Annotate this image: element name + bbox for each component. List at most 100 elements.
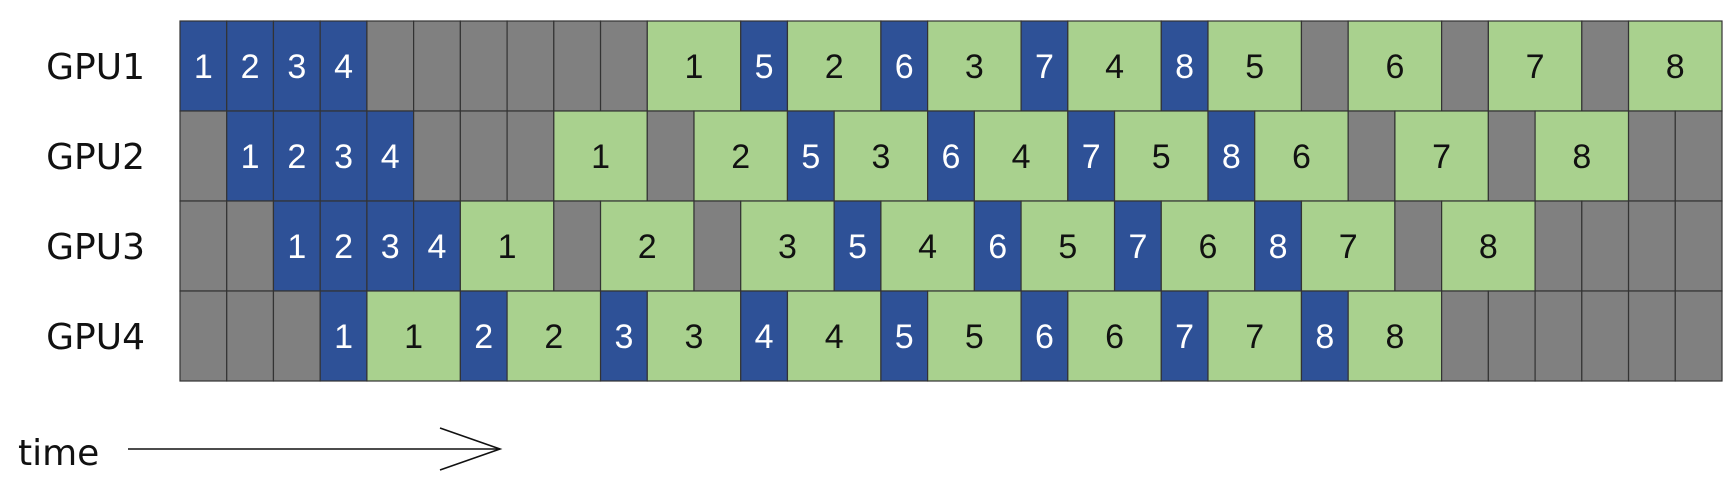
cell-rect	[740, 20, 789, 112]
idle-cell	[553, 200, 602, 292]
cell-rect	[226, 200, 275, 292]
idle-cell	[1487, 110, 1536, 202]
idle-cell	[1581, 200, 1630, 292]
backward-cell: 5	[1020, 200, 1116, 292]
gpu-label: GPU2	[46, 137, 145, 178]
microbatch-number: 1	[334, 318, 353, 356]
cell-rect	[179, 20, 228, 112]
forward-cell: 1	[319, 290, 368, 382]
backward-cell: 8	[1627, 20, 1723, 112]
cell-rect	[1581, 290, 1630, 382]
microbatch-number: 4	[381, 138, 400, 176]
schedule-grid: 1 2 3 4 1 5 2 6 3 7 4 8 5 6 7 81 2 3 4 1 2 5 3 6 4 7 5 8 6 7 81 2 3 4 1 2 3 5…	[179, 20, 1723, 382]
microbatch-number: 2	[334, 228, 353, 266]
microbatch-number: 3	[778, 228, 797, 266]
cell-rect	[1394, 200, 1443, 292]
cell-rect	[1020, 20, 1069, 112]
cell-rect	[1347, 20, 1443, 112]
backward-cell: 4	[880, 200, 975, 292]
microbatch-number: 3	[614, 318, 633, 356]
cell-rect	[1674, 290, 1723, 382]
idle-cell	[1534, 290, 1583, 382]
idle-cell	[1441, 20, 1489, 112]
microbatch-number: 4	[428, 228, 447, 266]
microbatch-number: 4	[825, 318, 844, 356]
cell-rect	[1627, 200, 1676, 292]
cell-rect	[413, 110, 461, 202]
microbatch-number: 5	[895, 318, 914, 356]
microbatch-number: 4	[1105, 48, 1124, 86]
forward-cell: 7	[1160, 290, 1209, 382]
gpu-label: GPU4	[46, 317, 145, 358]
cell-rect	[226, 110, 275, 202]
forward-cell: 7	[1020, 20, 1069, 112]
microbatch-number: 3	[287, 48, 306, 86]
idle-cell	[366, 20, 415, 112]
cell-rect	[1207, 110, 1256, 202]
forward-cell: 4	[740, 290, 789, 382]
forward-cell: 2	[459, 290, 508, 382]
cell-rect	[1020, 200, 1116, 292]
cell-rect	[740, 290, 789, 382]
microbatch-number: 2	[241, 48, 260, 86]
cell-rect	[1627, 20, 1723, 112]
forward-cell: 3	[319, 110, 368, 202]
idle-cell	[1627, 290, 1676, 382]
microbatch-number: 7	[1339, 228, 1358, 266]
idle-cell	[413, 110, 461, 202]
cell-rect	[553, 110, 648, 202]
microbatch-number: 5	[848, 228, 867, 266]
microbatch-number: 6	[1035, 318, 1054, 356]
microbatch-number: 8	[1479, 228, 1498, 266]
cell-rect	[1160, 20, 1209, 112]
gpu-label: GPU3	[46, 227, 145, 268]
forward-cell: 7	[1067, 110, 1116, 202]
microbatch-number: 7	[1245, 318, 1264, 356]
backward-cell: 7	[1207, 290, 1303, 382]
backward-cell: 7	[1487, 20, 1583, 112]
backward-cell: 6	[1254, 110, 1349, 202]
cell-rect	[553, 200, 602, 292]
cell-rect	[833, 200, 882, 292]
microbatch-number: 2	[287, 138, 306, 176]
time-axis: time	[18, 427, 503, 474]
forward-cell: 1	[226, 110, 275, 202]
microbatch-number: 1	[498, 228, 517, 266]
forward-cell: 5	[880, 290, 929, 382]
backward-cell: 3	[833, 110, 929, 202]
idle-cell	[1300, 20, 1349, 112]
forward-cell: 5	[786, 110, 835, 202]
backward-cell: 6	[1067, 290, 1162, 382]
microbatch-number: 1	[194, 48, 213, 86]
microbatch-number: 8	[1315, 318, 1334, 356]
cell-rect	[1254, 200, 1303, 292]
backward-cell: 2	[506, 290, 602, 382]
cell-rect	[1207, 290, 1303, 382]
time-arrow-head	[439, 427, 503, 471]
cell-rect	[459, 290, 508, 382]
backward-cell: 5	[1113, 110, 1209, 202]
time-label: time	[18, 433, 99, 474]
cell-rect	[1207, 20, 1303, 112]
backward-cell: 5	[927, 290, 1022, 382]
idle-cell	[459, 20, 508, 112]
microbatch-number: 7	[1432, 138, 1451, 176]
backward-cell: 1	[646, 20, 742, 112]
microbatch-number: 8	[1385, 318, 1404, 356]
cell-rect	[927, 110, 975, 202]
microbatch-number: 6	[1199, 228, 1218, 266]
cell-rect	[1347, 290, 1443, 382]
microbatch-number: 5	[1152, 138, 1171, 176]
microbatch-number: 3	[334, 138, 353, 176]
microbatch-number: 5	[1245, 48, 1264, 86]
cell-rect	[226, 290, 275, 382]
backward-cell: 1	[459, 200, 555, 292]
forward-cell: 4	[413, 200, 461, 292]
gpu-labels: GPU1 GPU2 GPU3 GPU4	[46, 47, 145, 358]
cell-rect	[366, 290, 461, 382]
backward-cell: 4	[973, 110, 1069, 202]
forward-cell: 6	[880, 20, 929, 112]
idle-cell	[459, 110, 508, 202]
idle-cell	[693, 200, 742, 292]
